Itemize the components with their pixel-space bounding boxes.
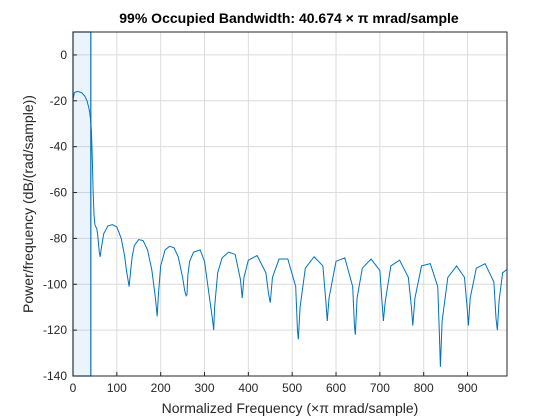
y-axis-label: Power/frequency (dB/(rad/sample)) <box>20 95 36 313</box>
x-tick-label: 100 <box>107 381 127 395</box>
y-tick-label: -60 <box>50 186 68 200</box>
psd-curve <box>72 91 508 367</box>
y-tick-label: -40 <box>50 140 68 154</box>
y-tick-label: -80 <box>50 231 68 245</box>
x-axis-label: Normalized Frequency (×π mrad/sample) <box>162 400 419 416</box>
plot-frame <box>72 31 508 377</box>
x-tick-labels: 0 100 200 300 400 500 600 700 800 900 <box>70 372 478 395</box>
y-tick-label: -140 <box>43 369 67 383</box>
y-tick-label: -120 <box>43 323 67 337</box>
y-tick-label: 0 <box>60 48 67 62</box>
y-tick-label: -20 <box>50 94 68 108</box>
x-tick-label: 900 <box>458 381 478 395</box>
x-tick-label: 500 <box>282 381 302 395</box>
x-tick-label: 0 <box>70 381 77 395</box>
y-tick-labels: 0 -20 -40 -60 -80 -100 -120 -140 <box>43 48 77 383</box>
x-tick-label: 600 <box>326 381 346 395</box>
x-tick-label: 200 <box>151 381 171 395</box>
chart-title: 99% Occupied Bandwidth: 40.674 × π mrad/… <box>119 10 459 26</box>
x-tick-label: 300 <box>194 381 214 395</box>
grid-lines <box>73 32 507 376</box>
y-tick-label: -100 <box>43 277 67 291</box>
occupied-band <box>72 31 92 377</box>
x-tick-label: 800 <box>414 381 434 395</box>
x-tick-label: 400 <box>238 381 258 395</box>
x-tick-label: 700 <box>370 381 390 395</box>
